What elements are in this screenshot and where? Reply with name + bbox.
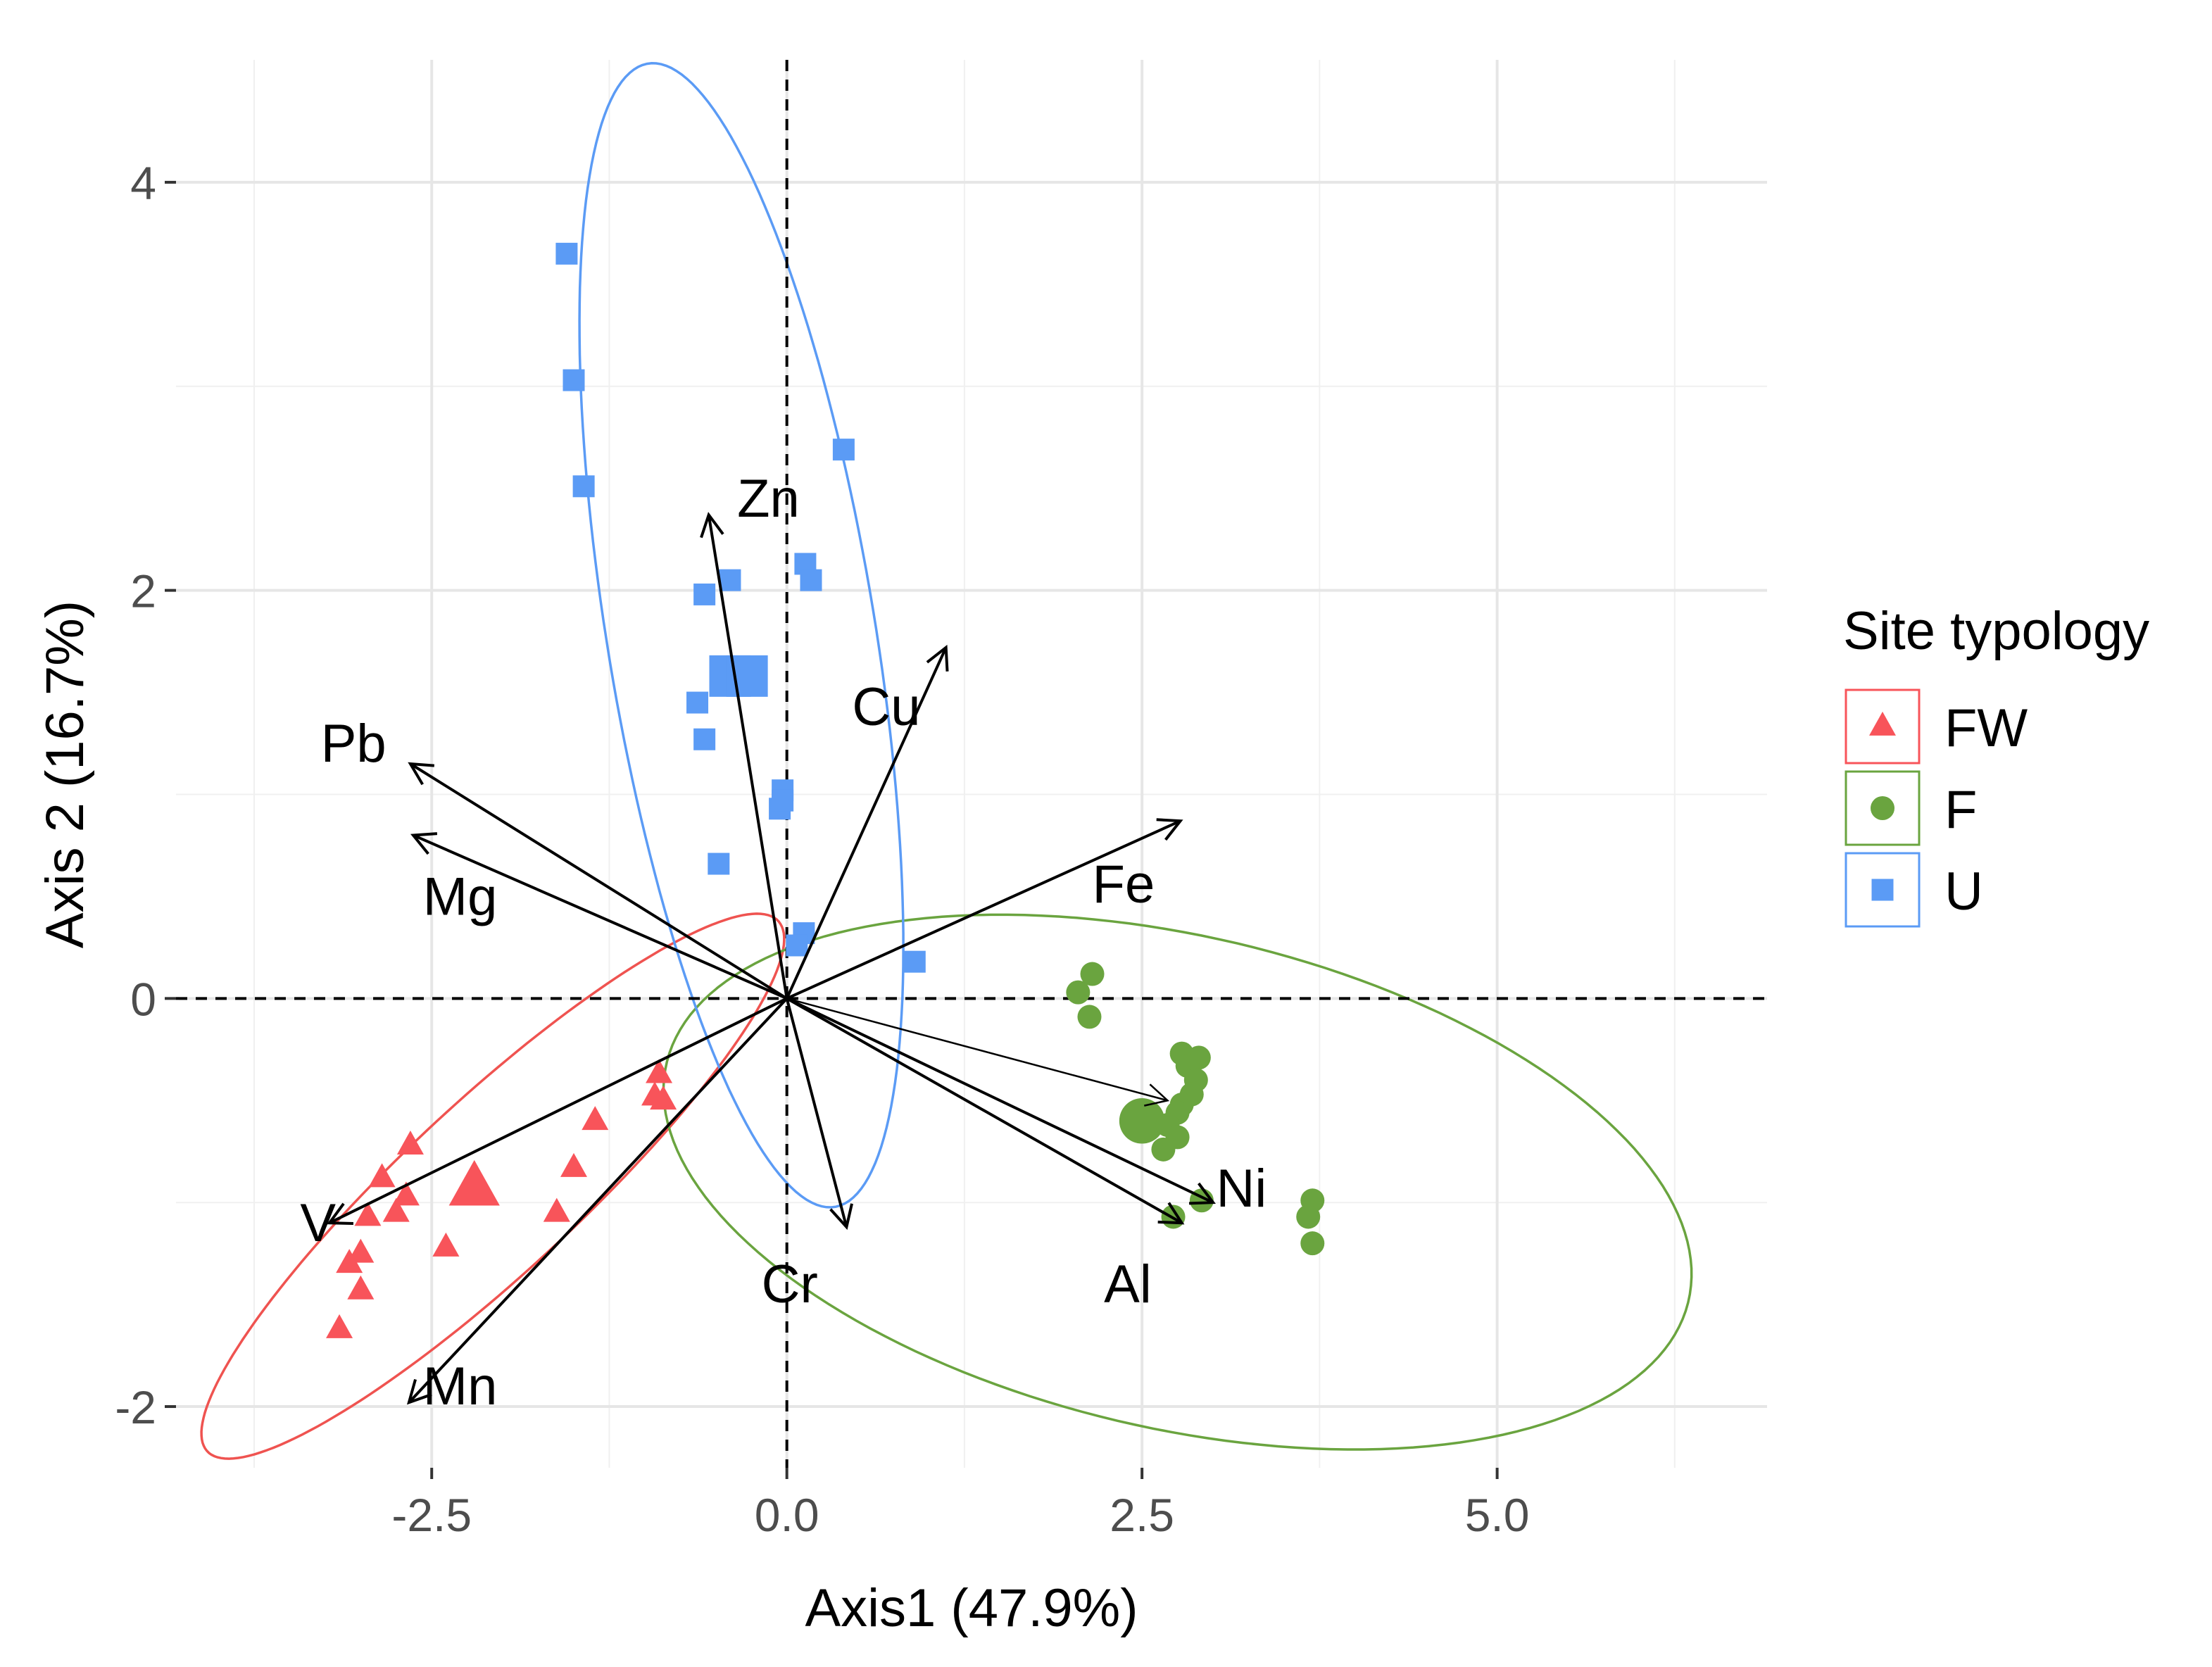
arrowhead-cu bbox=[926, 644, 949, 672]
point-u bbox=[572, 475, 595, 498]
point-u bbox=[800, 569, 822, 591]
point-fw bbox=[396, 1130, 424, 1155]
point-fw bbox=[326, 1314, 353, 1338]
point-fw bbox=[543, 1197, 570, 1222]
loading-label-pb: Pb bbox=[321, 714, 387, 774]
arrowhead-zn bbox=[700, 512, 724, 539]
point-u bbox=[786, 934, 808, 957]
arrowhead-mn bbox=[406, 1378, 432, 1405]
y-tick-label: 2 bbox=[130, 565, 156, 617]
point-f bbox=[1119, 1097, 1165, 1144]
arrowhead-al bbox=[1157, 1202, 1185, 1225]
point-fw bbox=[650, 1086, 677, 1110]
arrowhead-v bbox=[327, 1202, 353, 1225]
legend-key-u bbox=[1845, 852, 1921, 928]
arrow-al bbox=[786, 997, 1183, 1224]
point-fw bbox=[392, 1181, 420, 1206]
loading-label-fe: Fe bbox=[1093, 855, 1155, 914]
confidence-ellipses bbox=[200, 62, 1693, 1460]
point-fw bbox=[432, 1232, 460, 1257]
arrowhead-pb bbox=[408, 762, 434, 786]
loading-labels: Zn Cu Pb Mg Fe Ni Al Cr V Mn bbox=[300, 469, 1267, 1416]
arrow-mn bbox=[408, 997, 788, 1404]
arrow-fe bbox=[786, 819, 1181, 1000]
point-f bbox=[1066, 980, 1091, 1005]
legend-label-u: U bbox=[1944, 862, 1983, 921]
point-fw bbox=[646, 1059, 673, 1083]
legend: Site typology FW FU bbox=[1843, 601, 2149, 928]
point-fw bbox=[448, 1159, 500, 1206]
point-u bbox=[693, 728, 716, 750]
point-f bbox=[1151, 1137, 1176, 1162]
point-f bbox=[1300, 1231, 1325, 1256]
arrow-mg bbox=[413, 834, 788, 1000]
loading-label-ni: Ni bbox=[1217, 1159, 1267, 1219]
legend-title: Site typology bbox=[1843, 601, 2149, 661]
point-fw bbox=[336, 1249, 363, 1273]
loading-label-zn: Zn bbox=[737, 469, 800, 529]
arrowhead-ni bbox=[1143, 1083, 1170, 1107]
loading-label-cu: Cu bbox=[852, 677, 920, 737]
arrow-ni bbox=[786, 997, 1214, 1204]
point-u bbox=[563, 369, 585, 391]
arrow-cu bbox=[785, 646, 948, 1000]
point-fw bbox=[382, 1197, 410, 1222]
y-axis-title: Axis 2 (16.7%) bbox=[35, 600, 95, 948]
x-tick-label: 2.5 bbox=[1110, 1489, 1174, 1541]
arrowhead-mg bbox=[410, 832, 438, 855]
loading-label-al: Al bbox=[1104, 1254, 1152, 1314]
loading-label-mn: Mn bbox=[423, 1357, 498, 1416]
data-points bbox=[326, 242, 1325, 1338]
point-u bbox=[693, 583, 716, 605]
legend-label-f: F bbox=[1944, 780, 1977, 840]
x-axis-title: Axis1 (47.9%) bbox=[805, 1578, 1138, 1638]
x-tick-label: 5.0 bbox=[1465, 1489, 1530, 1541]
loading-label-cr: Cr bbox=[762, 1254, 818, 1314]
arrowhead-fe bbox=[1156, 818, 1183, 841]
loading-arrows bbox=[327, 512, 1216, 1405]
point-fw bbox=[354, 1202, 382, 1226]
point-u bbox=[686, 691, 709, 714]
reference-lines bbox=[176, 60, 1767, 1468]
point-f bbox=[1077, 1005, 1102, 1029]
arrow-ni bbox=[786, 998, 1168, 1102]
x-tick-label: -2.5 bbox=[391, 1489, 472, 1541]
tick-labels: -2.5 0.0 2.5 5.0 -2 0 2 4 bbox=[115, 157, 1529, 1541]
y-tick-label: 4 bbox=[130, 157, 156, 209]
point-u bbox=[903, 950, 926, 973]
point-f bbox=[1080, 962, 1105, 986]
legend-symbol-fw bbox=[1869, 711, 1896, 736]
y-tick-label: 0 bbox=[130, 973, 156, 1025]
point-u bbox=[708, 853, 730, 875]
legend-label-fw: FW bbox=[1944, 698, 2028, 758]
point-fw bbox=[560, 1152, 587, 1177]
arrow-zn bbox=[707, 515, 788, 999]
loading-label-v: V bbox=[300, 1193, 336, 1253]
arrow-pb bbox=[409, 762, 788, 1000]
ellipse-f bbox=[662, 913, 1693, 1451]
point-fw bbox=[368, 1163, 396, 1188]
arrow-cr bbox=[785, 998, 848, 1228]
point-fw bbox=[582, 1106, 609, 1131]
loading-label-mg: Mg bbox=[423, 867, 498, 926]
point-u bbox=[772, 789, 794, 812]
x-tick-label: 0.0 bbox=[755, 1489, 819, 1541]
y-tick-label: -2 bbox=[115, 1381, 156, 1433]
point-fw bbox=[347, 1275, 375, 1300]
point-u bbox=[832, 439, 855, 461]
point-u bbox=[719, 569, 741, 591]
arrow-v bbox=[329, 997, 788, 1224]
legend-symbol-f bbox=[1871, 796, 1894, 820]
arrowhead-cr bbox=[829, 1203, 853, 1231]
point-f bbox=[1296, 1204, 1321, 1229]
point-fw bbox=[347, 1238, 375, 1263]
legend-symbol-u bbox=[1871, 879, 1894, 901]
point-u bbox=[555, 242, 578, 265]
arrowhead-ni bbox=[1188, 1182, 1216, 1205]
